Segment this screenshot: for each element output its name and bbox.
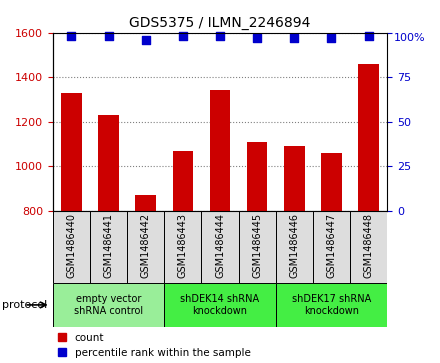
Bar	[210, 90, 230, 363]
Bar	[321, 153, 342, 363]
Bar	[238, 211, 276, 283]
Bar	[90, 211, 127, 283]
Point	[68, 33, 75, 39]
Bar	[127, 211, 164, 283]
Legend: count, percentile rank within the sample: count, percentile rank within the sample	[58, 333, 250, 358]
Point	[142, 37, 149, 43]
Text: GSM1486440: GSM1486440	[66, 213, 77, 278]
Text: GSM1486445: GSM1486445	[252, 213, 262, 278]
Text: GSM1486441: GSM1486441	[103, 213, 114, 278]
Text: GSM1486443: GSM1486443	[178, 213, 188, 278]
Bar	[350, 211, 387, 283]
Bar	[53, 211, 90, 283]
Bar	[98, 115, 119, 363]
Point	[180, 33, 187, 39]
Text: empty vector
shRNA control: empty vector shRNA control	[74, 294, 143, 316]
Point	[365, 33, 372, 39]
Text: 100%: 100%	[394, 33, 425, 43]
Point	[291, 35, 298, 41]
Text: GSM1486446: GSM1486446	[290, 213, 299, 278]
Bar	[284, 146, 304, 363]
Point	[105, 33, 112, 39]
Bar	[247, 142, 268, 363]
Title: GDS5375 / ILMN_2246894: GDS5375 / ILMN_2246894	[129, 16, 311, 30]
Bar	[164, 283, 276, 327]
Point	[328, 35, 335, 41]
Bar	[276, 211, 313, 283]
Bar	[61, 93, 81, 363]
Text: GSM1486444: GSM1486444	[215, 213, 225, 278]
Point	[253, 35, 260, 41]
Point	[216, 33, 224, 39]
Bar	[164, 211, 202, 283]
Text: GSM1486448: GSM1486448	[363, 213, 374, 278]
Text: protocol: protocol	[2, 300, 48, 310]
Bar	[202, 211, 238, 283]
Text: shDEK14 shRNA
knockdown: shDEK14 shRNA knockdown	[180, 294, 260, 316]
Text: GSM1486442: GSM1486442	[141, 213, 150, 278]
Text: shDEK17 shRNA
knockdown: shDEK17 shRNA knockdown	[292, 294, 371, 316]
Bar	[359, 64, 379, 363]
Bar	[136, 195, 156, 363]
Bar	[276, 283, 387, 327]
Bar	[313, 211, 350, 283]
Text: GSM1486447: GSM1486447	[326, 213, 337, 278]
Bar	[172, 151, 193, 363]
Bar	[53, 283, 164, 327]
